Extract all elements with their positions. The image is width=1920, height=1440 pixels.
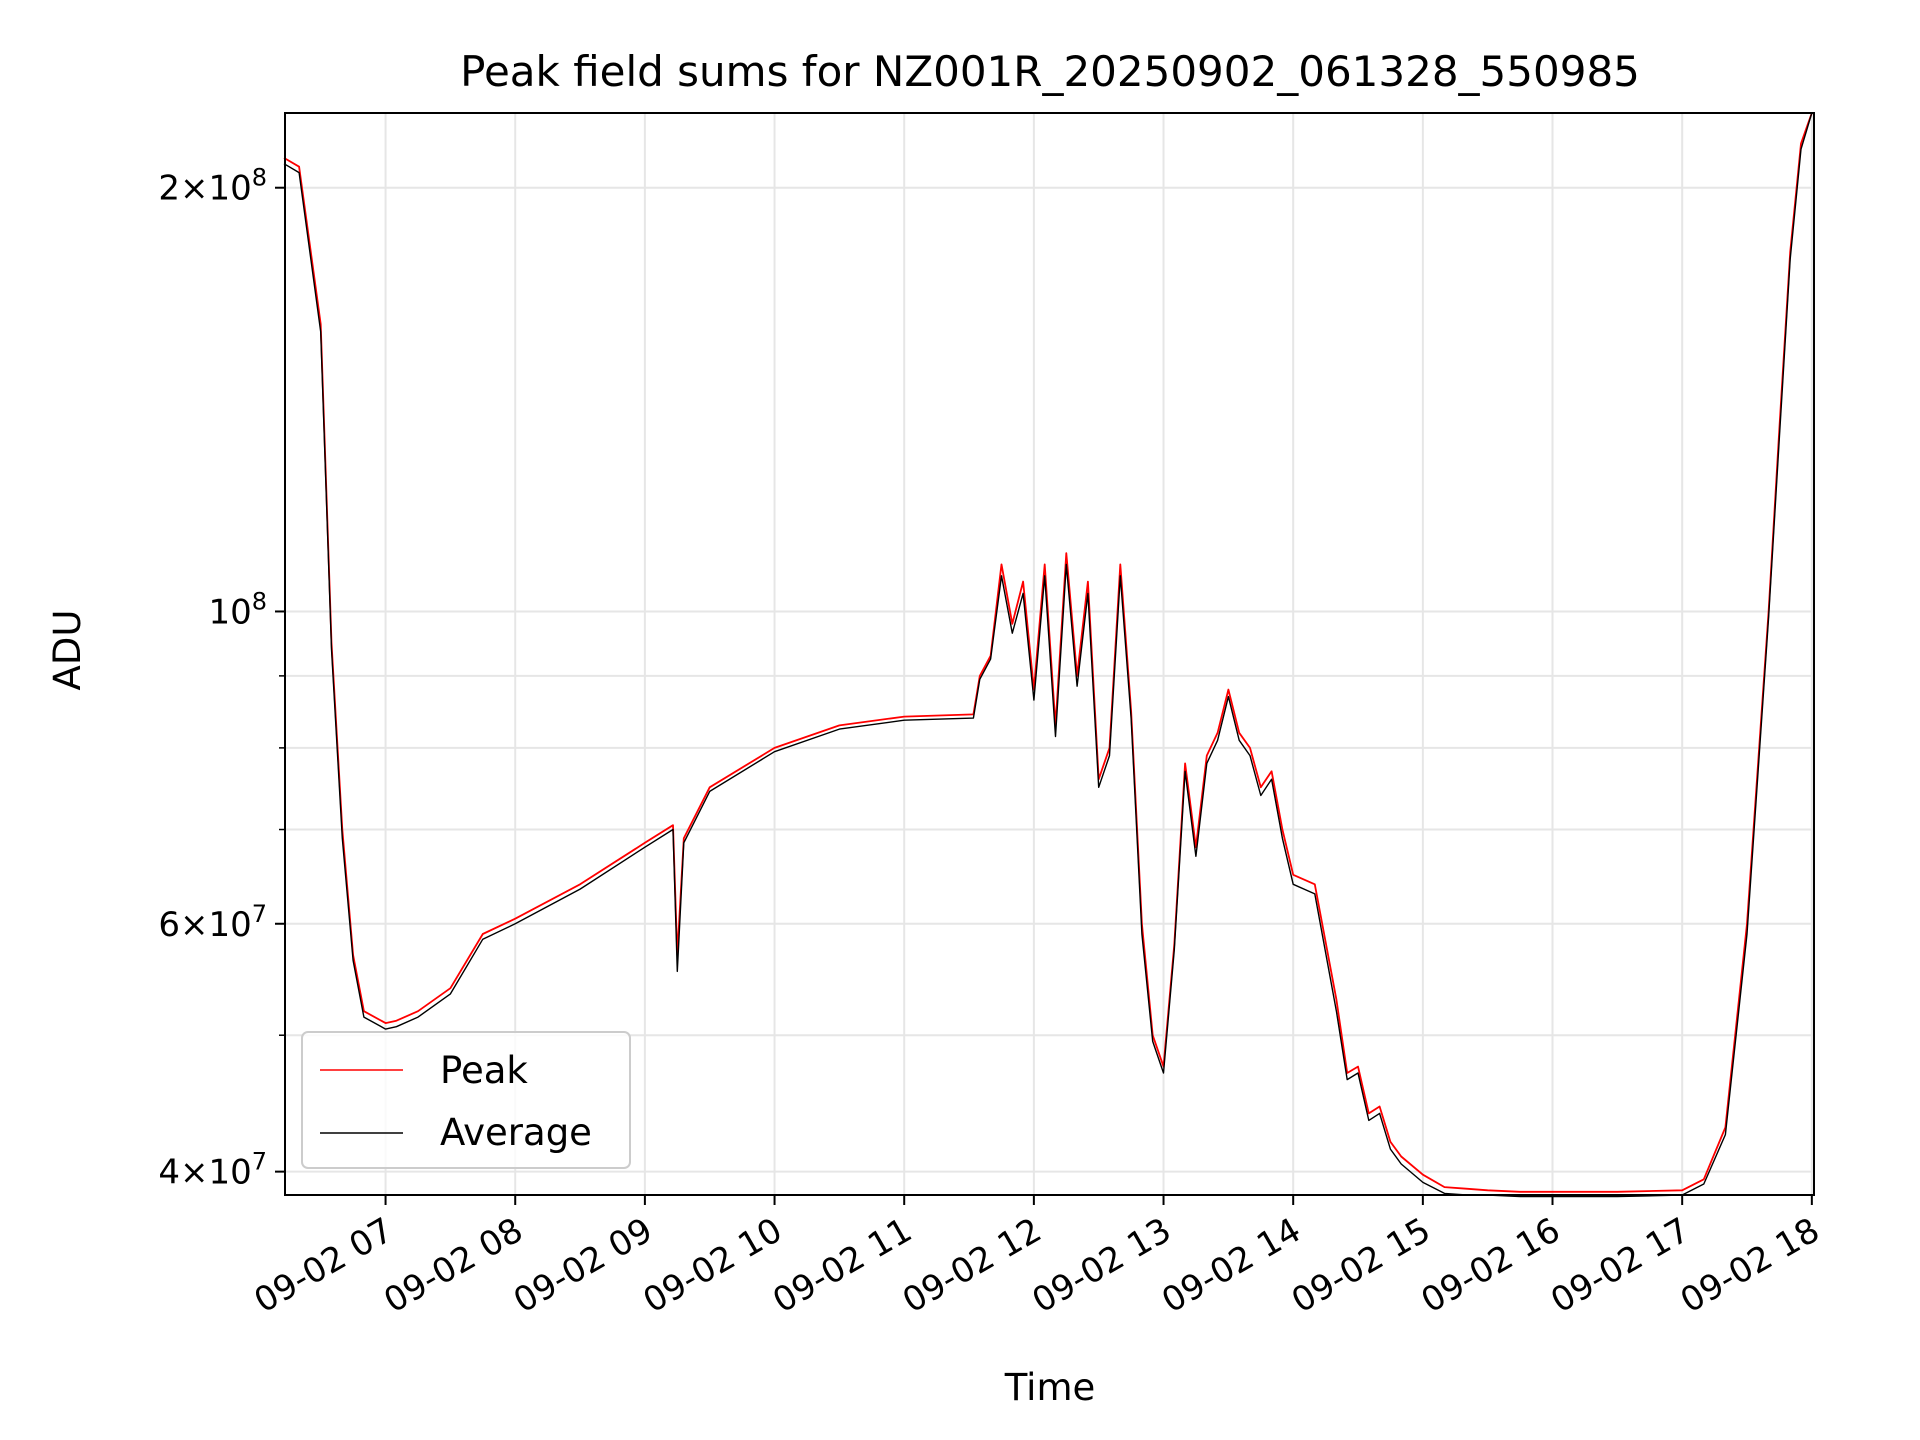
y-axis-label: ADU — [46, 610, 89, 691]
y-tick-label-0: 4×107 — [158, 1148, 267, 1193]
y-tick-label-1: 6×107 — [158, 900, 267, 945]
chart-title: Peak field sums for NZ001R_20250902_0613… — [460, 47, 1640, 96]
plot-frame — [284, 112, 1815, 1196]
x-axis-label: Time — [1004, 1366, 1096, 1409]
legend-peak-label: Peak — [440, 1049, 528, 1092]
legend: Peak Average — [301, 1031, 631, 1169]
legend-average-label: Average — [440, 1111, 592, 1154]
legend-box — [301, 1031, 631, 1169]
gridlines — [285, 113, 1814, 1195]
y-tick-label-3: 2×108 — [158, 164, 267, 209]
